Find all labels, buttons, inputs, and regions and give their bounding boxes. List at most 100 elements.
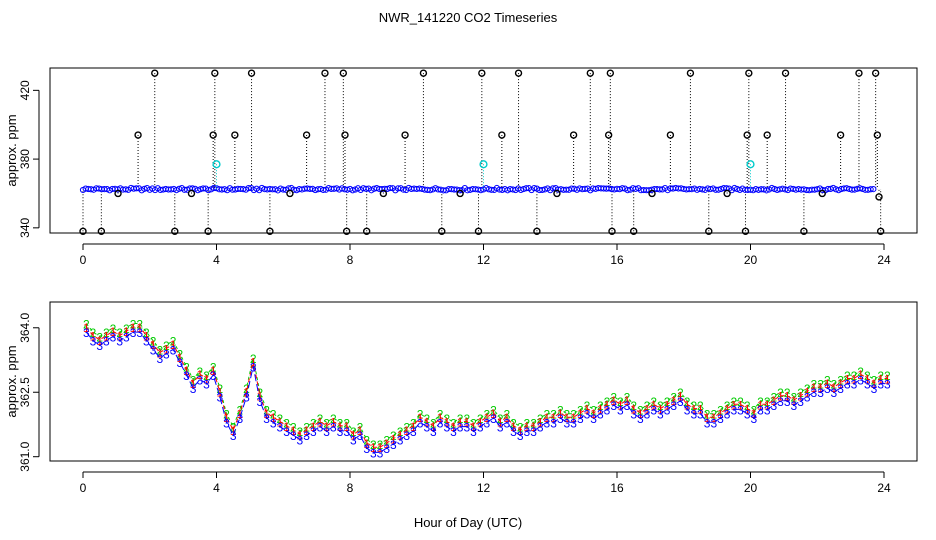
series-point-label-1: 1 [617,398,624,412]
series-point-label-3: 3 [143,335,150,349]
series-point-label-1: 1 [397,428,404,442]
outlier-point [836,131,845,139]
series-point-label-2: 2 [450,416,457,430]
x-tick-label: 12 [477,481,491,495]
series-point-label-1: 1 [557,407,564,421]
series-point-label-3: 3 [457,421,464,435]
series-point-label-3: 3 [90,335,97,349]
series-point-label-2: 2 [857,365,864,379]
top-panel: 0 4 8 12 16 20 24 340 380 420 approx. ppm [4,67,918,267]
outlier-point [209,131,217,139]
series-point-label-1: 1 [851,373,858,387]
series-point-label-3: 3 [791,399,798,413]
series-point-label-3: 3 [690,408,697,422]
series-point-label-1: 1 [490,407,497,421]
series-point-label-2: 2 [710,408,717,422]
series-point-label-3: 3 [537,421,544,435]
series-point-label-1: 1 [383,437,390,451]
series-point-label-2: 2 [644,399,651,413]
series-point-label-3: 3 [477,421,484,435]
outlier-point [286,189,294,198]
highlight-point [479,160,488,169]
series-point-label-3: 3 [317,421,324,435]
series-point-label-2: 2 [437,408,444,422]
series-point-label-1: 1 [537,416,544,430]
series-point-label-3: 3 [350,434,357,448]
series-point-label-2: 2 [90,326,97,340]
series-line-1 [85,326,888,448]
y-tick-label: 420 [18,80,32,100]
series-point-label-1: 1 [370,441,377,455]
series-point-label-2: 2 [237,403,244,417]
series-point-label-1: 1 [690,403,697,417]
series-point-label-2: 2 [330,412,337,426]
series-point-label-2: 2 [397,425,404,439]
series-point-label-2: 2 [163,339,170,353]
series-point-label-3: 3 [357,429,364,443]
series-point-label-2: 2 [550,408,557,422]
y-tick-label: 380 [18,149,32,169]
outlier-point [474,227,483,235]
series-point-label-1: 1 [817,381,824,395]
series-point-label-3: 3 [644,408,651,422]
series-point-label-3: 3 [163,348,170,362]
series-point-label-1: 1 [156,347,163,361]
baseline-point [488,186,495,193]
series-point-label-1: 1 [610,394,617,408]
series-point-label-3: 3 [290,429,297,443]
series-point-label-2: 2 [690,399,697,413]
outlier-point [800,227,808,235]
series-point-label-3: 3 [470,425,477,439]
series-point-label-3: 3 [797,395,804,409]
series-point-label-2: 2 [737,395,744,409]
plot-frame [49,301,918,462]
series-point-label-3: 3 [297,434,304,448]
series-point-label-3: 3 [637,412,644,426]
series-point-label-2: 2 [103,326,110,340]
series-point-label-2: 2 [150,335,157,349]
baseline-point [531,184,538,192]
outlier-point [79,227,87,235]
series-point-label-1: 1 [83,321,90,335]
series-point-label-2: 2 [871,373,878,387]
series-point-label-2: 2 [430,416,437,430]
x-tick-label: 16 [610,253,624,267]
series-point-label-3: 3 [430,425,437,439]
series-point-label-2: 2 [504,408,511,422]
x-tick-label: 20 [744,481,758,495]
series-point-label-1: 1 [263,407,270,421]
x-tick-label: 8 [347,253,354,267]
baseline-point [619,185,626,192]
outlier-point [604,131,613,139]
series-point-label-2: 2 [477,412,484,426]
series-point-label-3: 3 [250,361,257,375]
series-point-label-2: 2 [797,386,804,400]
series-point-label-2: 2 [804,382,811,396]
outlier-point [533,227,541,235]
series-point-label-3: 3 [410,425,417,439]
series-point-label-1: 1 [457,416,464,430]
series-point-label-2: 2 [750,403,757,417]
baseline-point [856,185,864,192]
series-point-label-2: 2 [323,416,330,430]
series-point-label-1: 1 [283,420,290,434]
series-point-label-2: 2 [443,412,450,426]
series-point-label-1: 1 [764,398,771,412]
series-point-label-3: 3 [196,373,203,387]
series-point-label-1: 1 [183,364,190,378]
series-point-label-1: 1 [403,424,410,438]
series-point-label-2: 2 [116,326,123,340]
series-point-label-2: 2 [337,416,344,430]
series-point-label-1: 1 [203,373,210,387]
x-tick-label: 24 [877,253,891,267]
series-point-label-2: 2 [851,369,858,383]
series-point-label-3: 3 [490,412,497,426]
outlier-point [302,131,311,139]
series-point-label-2: 2 [497,412,504,426]
outlier-point [666,131,675,139]
series-point-label-1: 1 [757,398,764,412]
series-point-label-3: 3 [257,395,264,409]
outlier-point [514,69,523,77]
series-point-label-1: 1 [777,390,784,404]
series-point-label-1: 1 [196,368,203,382]
